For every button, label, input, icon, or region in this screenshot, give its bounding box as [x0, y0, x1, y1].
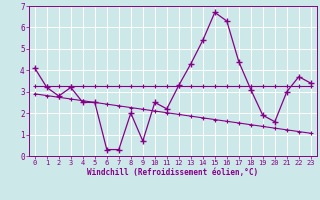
X-axis label: Windchill (Refroidissement éolien,°C): Windchill (Refroidissement éolien,°C) — [87, 168, 258, 177]
